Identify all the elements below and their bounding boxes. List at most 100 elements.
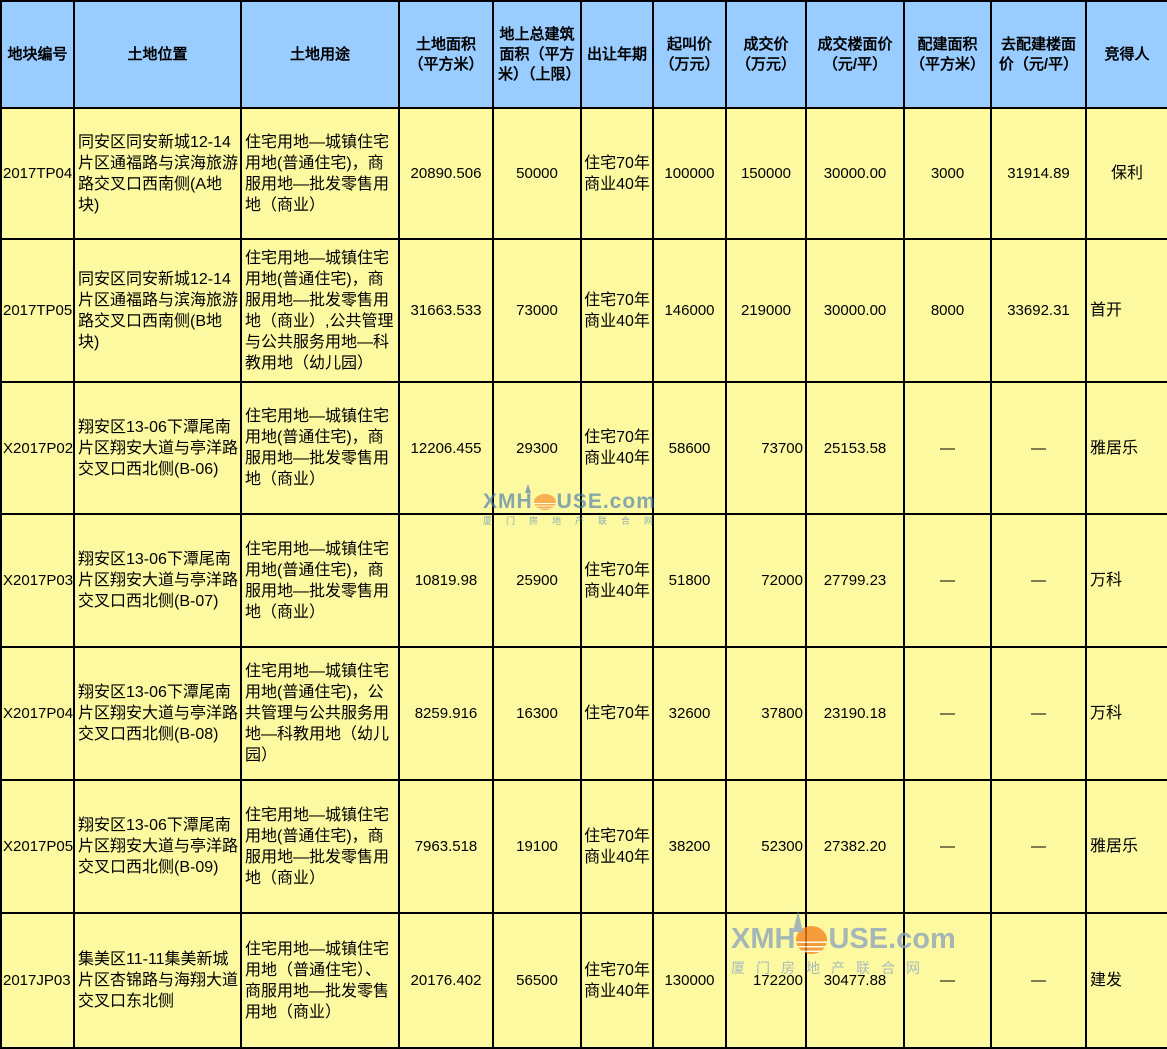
cell-land-area: 20890.506	[398, 107, 494, 240]
cell-building-area: 56500	[492, 912, 582, 1049]
column-header-4: 土地面积（平方米）	[398, 0, 494, 109]
cell-location: 翔安区13-06下潭尾南片区翔安大道与亭洋路交叉口西北侧(B-09)	[73, 779, 242, 914]
cell-deal-price: 219000	[725, 238, 807, 383]
cell-allocated-area: —	[903, 381, 992, 515]
cell-start-price: 58600	[652, 381, 727, 515]
cell-building-area: 16300	[492, 646, 582, 781]
table-row: 2017TP05 同安区同安新城12-14片区通福路与滨海旅游路交叉口西南侧(B地…	[0, 238, 1167, 383]
cell-start-price: 51800	[652, 513, 727, 648]
cell-tenure: 住宅70年 商业40年	[580, 107, 654, 240]
column-header-8: 成交价（万元）	[725, 0, 807, 109]
column-header-6: 出让年期	[580, 0, 654, 109]
cell-floor-price: 30477.88	[805, 912, 905, 1049]
cell-net-floor-price: —	[990, 912, 1087, 1049]
table-row: X2017P04 翔安区13-06下潭尾南片区翔安大道与亭洋路交叉口西北侧(B-0…	[0, 646, 1167, 781]
cell-land-use: 住宅用地—城镇住宅用地(普通住宅)，商服用地—批发零售用地（商业）,公共管理与公…	[240, 238, 400, 383]
cell-land-area: 7963.518	[398, 779, 494, 914]
cell-deal-price: 37800	[725, 646, 807, 781]
cell-building-area: 50000	[492, 107, 582, 240]
cell-land-use: 住宅用地—城镇住宅用地(普通住宅)，商服用地—批发零售用地（商业）	[240, 779, 400, 914]
cell-location: 集美区11-11集美新城片区杏锦路与海翔大道交叉口东北侧	[73, 912, 242, 1049]
cell-plot-id: 2017JP03	[0, 912, 75, 1049]
cell-start-price: 32600	[652, 646, 727, 781]
column-header-9: 成交楼面价（元/平）	[805, 0, 905, 109]
cell-land-area: 31663.533	[398, 238, 494, 383]
cell-location: 同安区同安新城12-14片区通福路与滨海旅游路交叉口西南侧(A地块)	[73, 107, 242, 240]
table-row: 2017JP03 集美区11-11集美新城片区杏锦路与海翔大道交叉口东北侧 住宅用地…	[0, 912, 1167, 1049]
cell-winner: 建发	[1085, 912, 1167, 1049]
cell-plot-id: X2017P02	[0, 381, 75, 515]
cell-plot-id: X2017P03	[0, 513, 75, 648]
cell-start-price: 130000	[652, 912, 727, 1049]
cell-deal-price: 172200	[725, 912, 807, 1049]
cell-start-price: 146000	[652, 238, 727, 383]
cell-net-floor-price: 33692.31	[990, 238, 1087, 383]
cell-net-floor-price: —	[990, 646, 1087, 781]
cell-land-use: 住宅用地—城镇住宅用地(普通住宅)，商服用地—批发零售用地（商业）	[240, 381, 400, 515]
cell-winner: 万科	[1085, 513, 1167, 648]
cell-net-floor-price: 31914.89	[990, 107, 1087, 240]
table-row: X2017P03 翔安区13-06下潭尾南片区翔安大道与亭洋路交叉口西北侧(B-0…	[0, 513, 1167, 648]
cell-net-floor-price: —	[990, 381, 1087, 515]
cell-start-price: 100000	[652, 107, 727, 240]
cell-floor-price: 27382.20	[805, 779, 905, 914]
cell-building-area: 19100	[492, 779, 582, 914]
column-header-7: 起叫价（万元）	[652, 0, 727, 109]
cell-land-use: 住宅用地—城镇住宅用地(普通住宅)，商服用地—批发零售用地（商业）	[240, 513, 400, 648]
cell-location: 翔安区13-06下潭尾南片区翔安大道与亭洋路交叉口西北侧(B-07)	[73, 513, 242, 648]
cell-tenure: 住宅70年 商业40年	[580, 912, 654, 1049]
cell-land-use: 住宅用地—城镇住宅用地（普通住宅）、商服用地—批发零售用地（商业）	[240, 912, 400, 1049]
cell-floor-price: 25153.58	[805, 381, 905, 515]
cell-net-floor-price: —	[990, 513, 1087, 648]
cell-winner: 保利	[1085, 107, 1167, 240]
column-header-12: 竞得人	[1085, 0, 1167, 109]
cell-winner: 万科	[1085, 646, 1167, 781]
cell-deal-price: 52300	[725, 779, 807, 914]
cell-allocated-area: 8000	[903, 238, 992, 383]
cell-allocated-area: —	[903, 912, 992, 1049]
cell-floor-price: 30000.00	[805, 238, 905, 383]
cell-building-area: 29300	[492, 381, 582, 515]
table-row: X2017P02 翔安区13-06下潭尾南片区翔安大道与亭洋路交叉口西北侧(B-0…	[0, 381, 1167, 515]
cell-land-area: 8259.916	[398, 646, 494, 781]
cell-start-price: 38200	[652, 779, 727, 914]
cell-tenure: 住宅70年 商业40年	[580, 238, 654, 383]
cell-allocated-area: 3000	[903, 107, 992, 240]
cell-plot-id: 2017TP05	[0, 238, 75, 383]
cell-land-area: 10819.98	[398, 513, 494, 648]
cell-building-area: 73000	[492, 238, 582, 383]
cell-allocated-area: —	[903, 513, 992, 648]
cell-location: 翔安区13-06下潭尾南片区翔安大道与亭洋路交叉口西北侧(B-06)	[73, 381, 242, 515]
cell-winner: 雅居乐	[1085, 381, 1167, 515]
cell-allocated-area: —	[903, 646, 992, 781]
cell-winner: 雅居乐	[1085, 779, 1167, 914]
cell-location: 同安区同安新城12-14片区通福路与滨海旅游路交叉口西南侧(B地块)	[73, 238, 242, 383]
cell-floor-price: 27799.23	[805, 513, 905, 648]
column-header-11: 去配建楼面价（元/平）	[990, 0, 1087, 109]
cell-plot-id: X2017P05	[0, 779, 75, 914]
cell-land-area: 20176.402	[398, 912, 494, 1049]
cell-deal-price: 150000	[725, 107, 807, 240]
cell-allocated-area: —	[903, 779, 992, 914]
column-header-2: 土地位置	[73, 0, 242, 109]
table-row: 2017TP04 同安区同安新城12-14片区通福路与滨海旅游路交叉口西南侧(A地…	[0, 107, 1167, 240]
column-header-10: 配建面积（平方米）	[903, 0, 992, 109]
cell-tenure: 住宅70年	[580, 646, 654, 781]
cell-tenure: 住宅70年 商业40年	[580, 779, 654, 914]
cell-building-area: 25900	[492, 513, 582, 648]
cell-location: 翔安区13-06下潭尾南片区翔安大道与亭洋路交叉口西北侧(B-08)	[73, 646, 242, 781]
cell-land-use: 住宅用地—城镇住宅用地(普通住宅)，公共管理与公共服务用地—科教用地（幼儿园）	[240, 646, 400, 781]
cell-plot-id: 2017TP04	[0, 107, 75, 240]
cell-tenure: 住宅70年 商业40年	[580, 513, 654, 648]
cell-plot-id: X2017P04	[0, 646, 75, 781]
cell-floor-price: 23190.18	[805, 646, 905, 781]
column-header-1: 地块编号	[0, 0, 75, 109]
cell-winner: 首开	[1085, 238, 1167, 383]
cell-tenure: 住宅70年 商业40年	[580, 381, 654, 515]
cell-land-use: 住宅用地—城镇住宅用地(普通住宅)，商服用地—批发零售用地（商业）	[240, 107, 400, 240]
column-header-3: 土地用途	[240, 0, 400, 109]
cell-land-area: 12206.455	[398, 381, 494, 515]
cell-deal-price: 72000	[725, 513, 807, 648]
table-row: X2017P05 翔安区13-06下潭尾南片区翔安大道与亭洋路交叉口西北侧(B-0…	[0, 779, 1167, 914]
header-row: 地块编号 土地位置 土地用途 土地面积（平方米） 地上总建筑面积（平方米）（上限） 出让年…	[0, 0, 1167, 109]
